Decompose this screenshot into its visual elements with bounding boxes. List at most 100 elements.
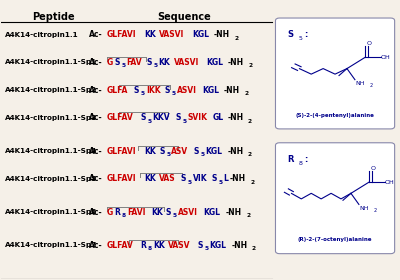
Text: A4K14-citropin1.1-Sp3: A4K14-citropin1.1-Sp3 <box>5 115 98 121</box>
FancyBboxPatch shape <box>276 143 395 254</box>
Text: FAVI: FAVI <box>127 207 146 216</box>
Text: S: S <box>166 207 171 216</box>
Text: -NH: -NH <box>226 207 242 216</box>
Text: KKV: KKV <box>153 113 170 122</box>
Text: KGL: KGL <box>202 86 219 95</box>
FancyBboxPatch shape <box>276 18 395 129</box>
Text: 2: 2 <box>370 83 373 88</box>
Text: KK: KK <box>144 147 156 156</box>
Text: -NH: -NH <box>230 174 246 183</box>
Text: A4K14-citropin1.1-Sp2: A4K14-citropin1.1-Sp2 <box>5 87 98 93</box>
Text: S: S <box>134 86 139 95</box>
Text: 5: 5 <box>166 152 170 157</box>
Text: S: S <box>193 147 199 156</box>
Text: GLFA: GLFA <box>106 86 128 95</box>
Text: 2: 2 <box>374 208 377 213</box>
Text: (R)-2-(7-octenyl)alanine: (R)-2-(7-octenyl)alanine <box>298 237 372 242</box>
Text: S: S <box>140 113 146 122</box>
Text: GL: GL <box>213 113 224 122</box>
Text: 2: 2 <box>249 64 253 69</box>
Text: Ac-: Ac- <box>89 241 102 250</box>
Text: 2: 2 <box>250 180 255 185</box>
Text: S: S <box>114 58 120 67</box>
Text: Ac-: Ac- <box>89 174 102 183</box>
Text: Sequence: Sequence <box>157 12 211 22</box>
Text: GLFAVI: GLFAVI <box>106 30 136 39</box>
Text: :: : <box>304 30 308 39</box>
Text: KK: KK <box>151 207 162 216</box>
Text: -NH: -NH <box>227 147 244 156</box>
Text: 5: 5 <box>140 91 145 96</box>
Text: A4K14-citropin1.1: A4K14-citropin1.1 <box>5 32 79 38</box>
Text: 8: 8 <box>148 246 152 251</box>
Text: OH: OH <box>385 180 394 185</box>
Text: 5: 5 <box>182 119 186 124</box>
Text: GLFAVI: GLFAVI <box>106 174 136 183</box>
Text: G: G <box>106 207 112 216</box>
Text: S: S <box>175 113 181 122</box>
Text: A4K14-citropin1.1-Sp6: A4K14-citropin1.1-Sp6 <box>5 209 98 215</box>
Text: KGL: KGL <box>206 58 223 67</box>
Text: Ac-: Ac- <box>89 113 102 122</box>
Text: O: O <box>371 166 376 171</box>
Text: VASVI: VASVI <box>174 58 199 67</box>
Text: VIK: VIK <box>193 174 207 183</box>
Text: S: S <box>212 174 217 183</box>
Text: KK: KK <box>159 58 170 67</box>
Text: 8: 8 <box>298 161 302 166</box>
Text: GLFAVI: GLFAVI <box>106 147 136 156</box>
Text: L: L <box>224 174 228 183</box>
Text: Peptide: Peptide <box>32 12 74 22</box>
Text: R: R <box>114 207 120 216</box>
Text: A4K14-citropin1.1-Sp5: A4K14-citropin1.1-Sp5 <box>5 176 98 182</box>
Text: OH: OH <box>381 55 390 60</box>
Text: Ac-: Ac- <box>89 207 102 216</box>
Text: A4K14-citropin1.1-Sp4: A4K14-citropin1.1-Sp4 <box>5 148 98 154</box>
Text: -NH: -NH <box>228 58 244 67</box>
Text: 2: 2 <box>245 91 249 96</box>
Text: 5: 5 <box>200 152 204 157</box>
Text: :: : <box>304 155 308 164</box>
Text: KGL: KGL <box>204 207 221 216</box>
Text: VAS: VAS <box>159 174 176 183</box>
Text: O: O <box>367 41 372 46</box>
Text: -NH: -NH <box>224 86 240 95</box>
Text: ASVI: ASVI <box>177 86 197 95</box>
Text: 5: 5 <box>188 180 192 185</box>
Text: A4K14-citropin1.1-Sp1: A4K14-citropin1.1-Sp1 <box>5 59 98 65</box>
Text: ASV: ASV <box>172 147 188 156</box>
Text: KK: KK <box>153 241 165 250</box>
Text: VASVI: VASVI <box>159 30 185 39</box>
Text: R: R <box>140 241 146 250</box>
Text: 5: 5 <box>172 91 176 96</box>
Text: -NH: -NH <box>214 30 230 39</box>
Text: S: S <box>146 58 152 67</box>
Text: 5: 5 <box>121 64 125 69</box>
Text: S: S <box>159 147 165 156</box>
Text: A4K14-citropin1.1-Sp7: A4K14-citropin1.1-Sp7 <box>5 242 98 248</box>
Text: SVIK: SVIK <box>188 113 208 122</box>
Text: KGL: KGL <box>209 241 226 250</box>
Text: S: S <box>164 86 170 95</box>
Text: GLFAV: GLFAV <box>106 241 133 250</box>
Text: R: R <box>287 155 294 164</box>
Text: G: G <box>106 58 112 67</box>
Text: NH: NH <box>355 81 364 86</box>
Text: -NH: -NH <box>227 113 244 122</box>
Text: 2: 2 <box>248 152 252 157</box>
Text: 5: 5 <box>218 180 222 185</box>
Text: 8: 8 <box>122 213 126 218</box>
Text: S: S <box>197 241 202 250</box>
Text: VASV: VASV <box>168 241 191 250</box>
Text: FAV: FAV <box>126 58 142 67</box>
Text: Ac-: Ac- <box>89 86 102 95</box>
Text: KGL: KGL <box>192 30 209 39</box>
Text: -NH: -NH <box>231 241 247 250</box>
Text: 2: 2 <box>246 213 250 218</box>
Text: Ac-: Ac- <box>89 30 102 39</box>
Text: IKK: IKK <box>146 86 160 95</box>
Text: KGL: KGL <box>206 147 222 156</box>
Text: 2: 2 <box>234 36 238 41</box>
Text: 2: 2 <box>252 246 256 251</box>
Text: GLFAV: GLFAV <box>106 113 133 122</box>
